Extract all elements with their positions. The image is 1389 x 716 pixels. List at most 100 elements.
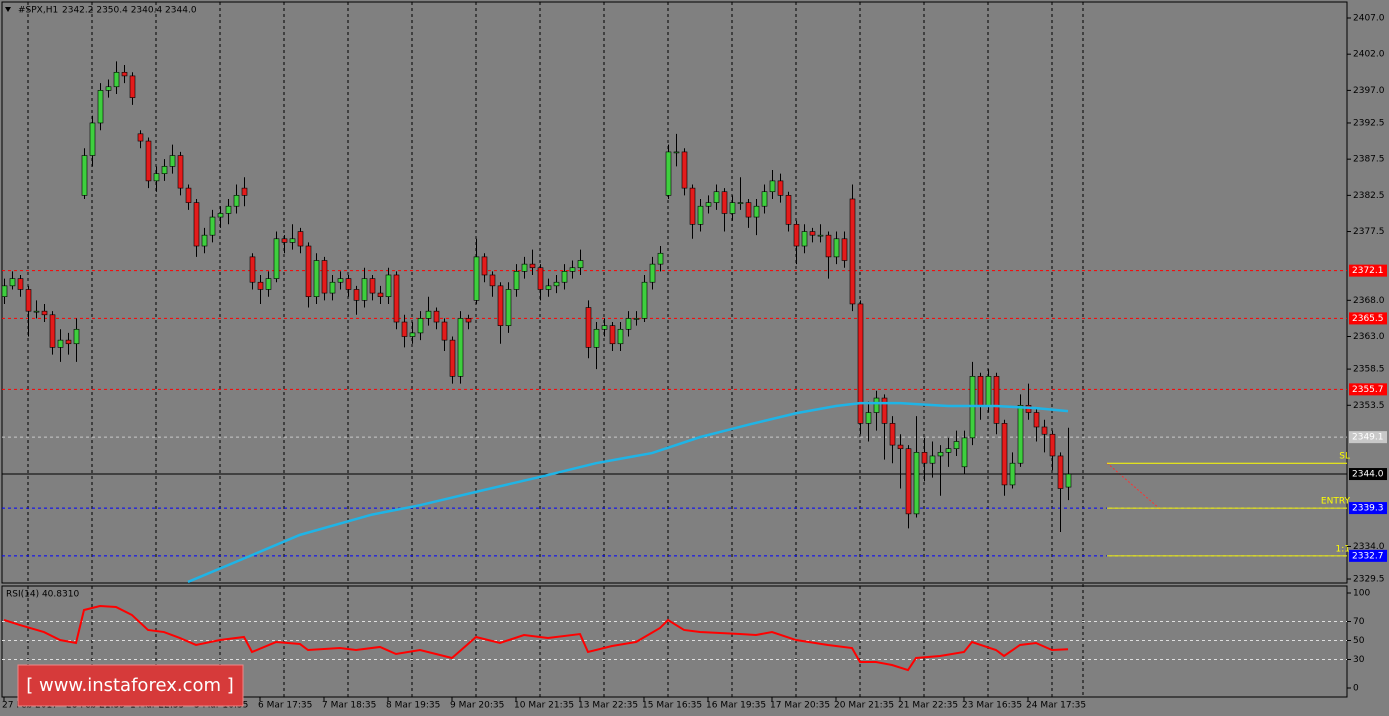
candle-body — [473, 256, 480, 301]
x-tick-label: 23 Mar 16:35 — [962, 701, 1022, 711]
candle-body — [377, 292, 384, 297]
candle-body — [889, 423, 896, 446]
candle-body — [409, 332, 416, 337]
candle-body — [905, 448, 912, 515]
moving-average — [187, 401, 1069, 584]
price-label: 2332.7 — [1352, 551, 1384, 561]
candle-body — [609, 325, 616, 345]
candle-body — [913, 452, 920, 515]
x-tick-label: 8 Mar 19:35 — [386, 701, 440, 711]
candle-body — [961, 437, 968, 468]
candle-body — [209, 216, 216, 236]
candle-body — [361, 278, 368, 301]
x-tick-label: 24 Mar 17:35 — [1026, 701, 1086, 711]
candle-body — [385, 274, 392, 297]
x-tick-label: 21 Mar 22:35 — [898, 701, 958, 711]
candle-body — [705, 202, 712, 207]
candle-body — [617, 328, 624, 345]
candle-body — [465, 318, 472, 323]
candle-body — [497, 285, 504, 326]
x-tick-label: 6 Mar 17:35 — [258, 701, 312, 711]
price-label: 2344.0 — [1352, 470, 1384, 480]
candle-body — [625, 318, 632, 330]
candle-body — [561, 271, 568, 283]
candle-body — [1065, 473, 1072, 488]
candle-body — [353, 289, 360, 301]
candle-body — [25, 289, 32, 312]
candle-body — [929, 455, 936, 464]
price-label-bg — [1349, 312, 1387, 325]
y-tick-label: 2377.5 — [1353, 227, 1385, 237]
candle-body — [921, 452, 928, 464]
candle-body — [585, 307, 592, 348]
candle-body — [449, 339, 456, 377]
rsi-y-tick-label: 70 — [1353, 617, 1365, 627]
candle-body — [745, 202, 752, 218]
watermark-box — [17, 664, 244, 707]
candle-body — [769, 180, 776, 193]
candle-body — [801, 231, 808, 247]
candle-body — [489, 274, 496, 287]
candle-body — [417, 318, 424, 334]
candle-body — [817, 234, 824, 237]
price-label-bg — [1349, 431, 1387, 444]
candle-body — [977, 376, 984, 406]
candle-body — [1057, 455, 1064, 489]
candle-body — [793, 224, 800, 247]
x-tick-label: 17 Mar 20:35 — [770, 701, 830, 711]
x-tick-label: 13 Mar 22:35 — [578, 701, 638, 711]
menu-arrow — [5, 7, 11, 12]
candle-body — [273, 238, 280, 279]
candle-body — [337, 278, 344, 283]
candle-body — [737, 202, 744, 204]
rsi-y-tick-label: 100 — [1353, 589, 1370, 599]
symbol: #SPX,H1 — [18, 6, 58, 16]
candle-body — [681, 151, 688, 189]
candle-body — [129, 75, 136, 98]
candle-body — [545, 285, 552, 290]
rsi-label: RSI(14) 40.8310 — [6, 590, 79, 600]
candle-body — [985, 376, 992, 406]
y-tick-label: 2382.5 — [1353, 191, 1385, 201]
y-tick-label: 2407.0 — [1353, 13, 1385, 23]
candle-body — [329, 281, 336, 294]
price-label-bg — [1349, 502, 1387, 515]
candle-body — [881, 397, 888, 424]
candle-body — [1, 285, 8, 297]
candle-body — [161, 166, 168, 174]
candle-body — [897, 444, 904, 450]
price-label-bg — [1349, 549, 1387, 562]
rsi-y-tick-label: 50 — [1353, 636, 1365, 646]
candle-body — [425, 310, 432, 319]
candle-body — [321, 260, 328, 294]
rsi-frame — [1, 585, 1348, 698]
rsi-y-tick-label: 30 — [1353, 655, 1365, 665]
candle-body — [241, 187, 248, 196]
price-label: 2365.5 — [1352, 314, 1384, 324]
candle-body — [41, 310, 48, 316]
candle-body — [841, 238, 848, 261]
y-tick-label: 2397.0 — [1353, 86, 1385, 96]
y-tick-label: 2392.5 — [1353, 118, 1385, 128]
candle-body — [633, 318, 640, 320]
candle-body — [777, 180, 784, 196]
candle-body — [809, 231, 816, 236]
candle-body — [953, 441, 960, 450]
candle-body — [873, 397, 880, 413]
candle-body — [113, 71, 120, 88]
candle-body — [785, 195, 792, 225]
trade-label: SL — [1339, 452, 1350, 462]
trade-label: ENTRY — [1321, 497, 1351, 507]
ohlc: 2342.2 2350.4 2340.4 2344.0 — [62, 6, 197, 16]
candle-body — [457, 318, 464, 377]
candle-body — [65, 339, 72, 345]
candle-body — [1017, 404, 1024, 464]
candle-body — [649, 263, 656, 283]
candle-body — [849, 198, 856, 305]
price-label: 2372.1 — [1352, 266, 1384, 276]
y-tick-label: 2368.0 — [1353, 296, 1385, 306]
candle-body — [721, 191, 728, 214]
candle-body — [17, 278, 24, 290]
price-label: 2355.7 — [1352, 385, 1384, 395]
